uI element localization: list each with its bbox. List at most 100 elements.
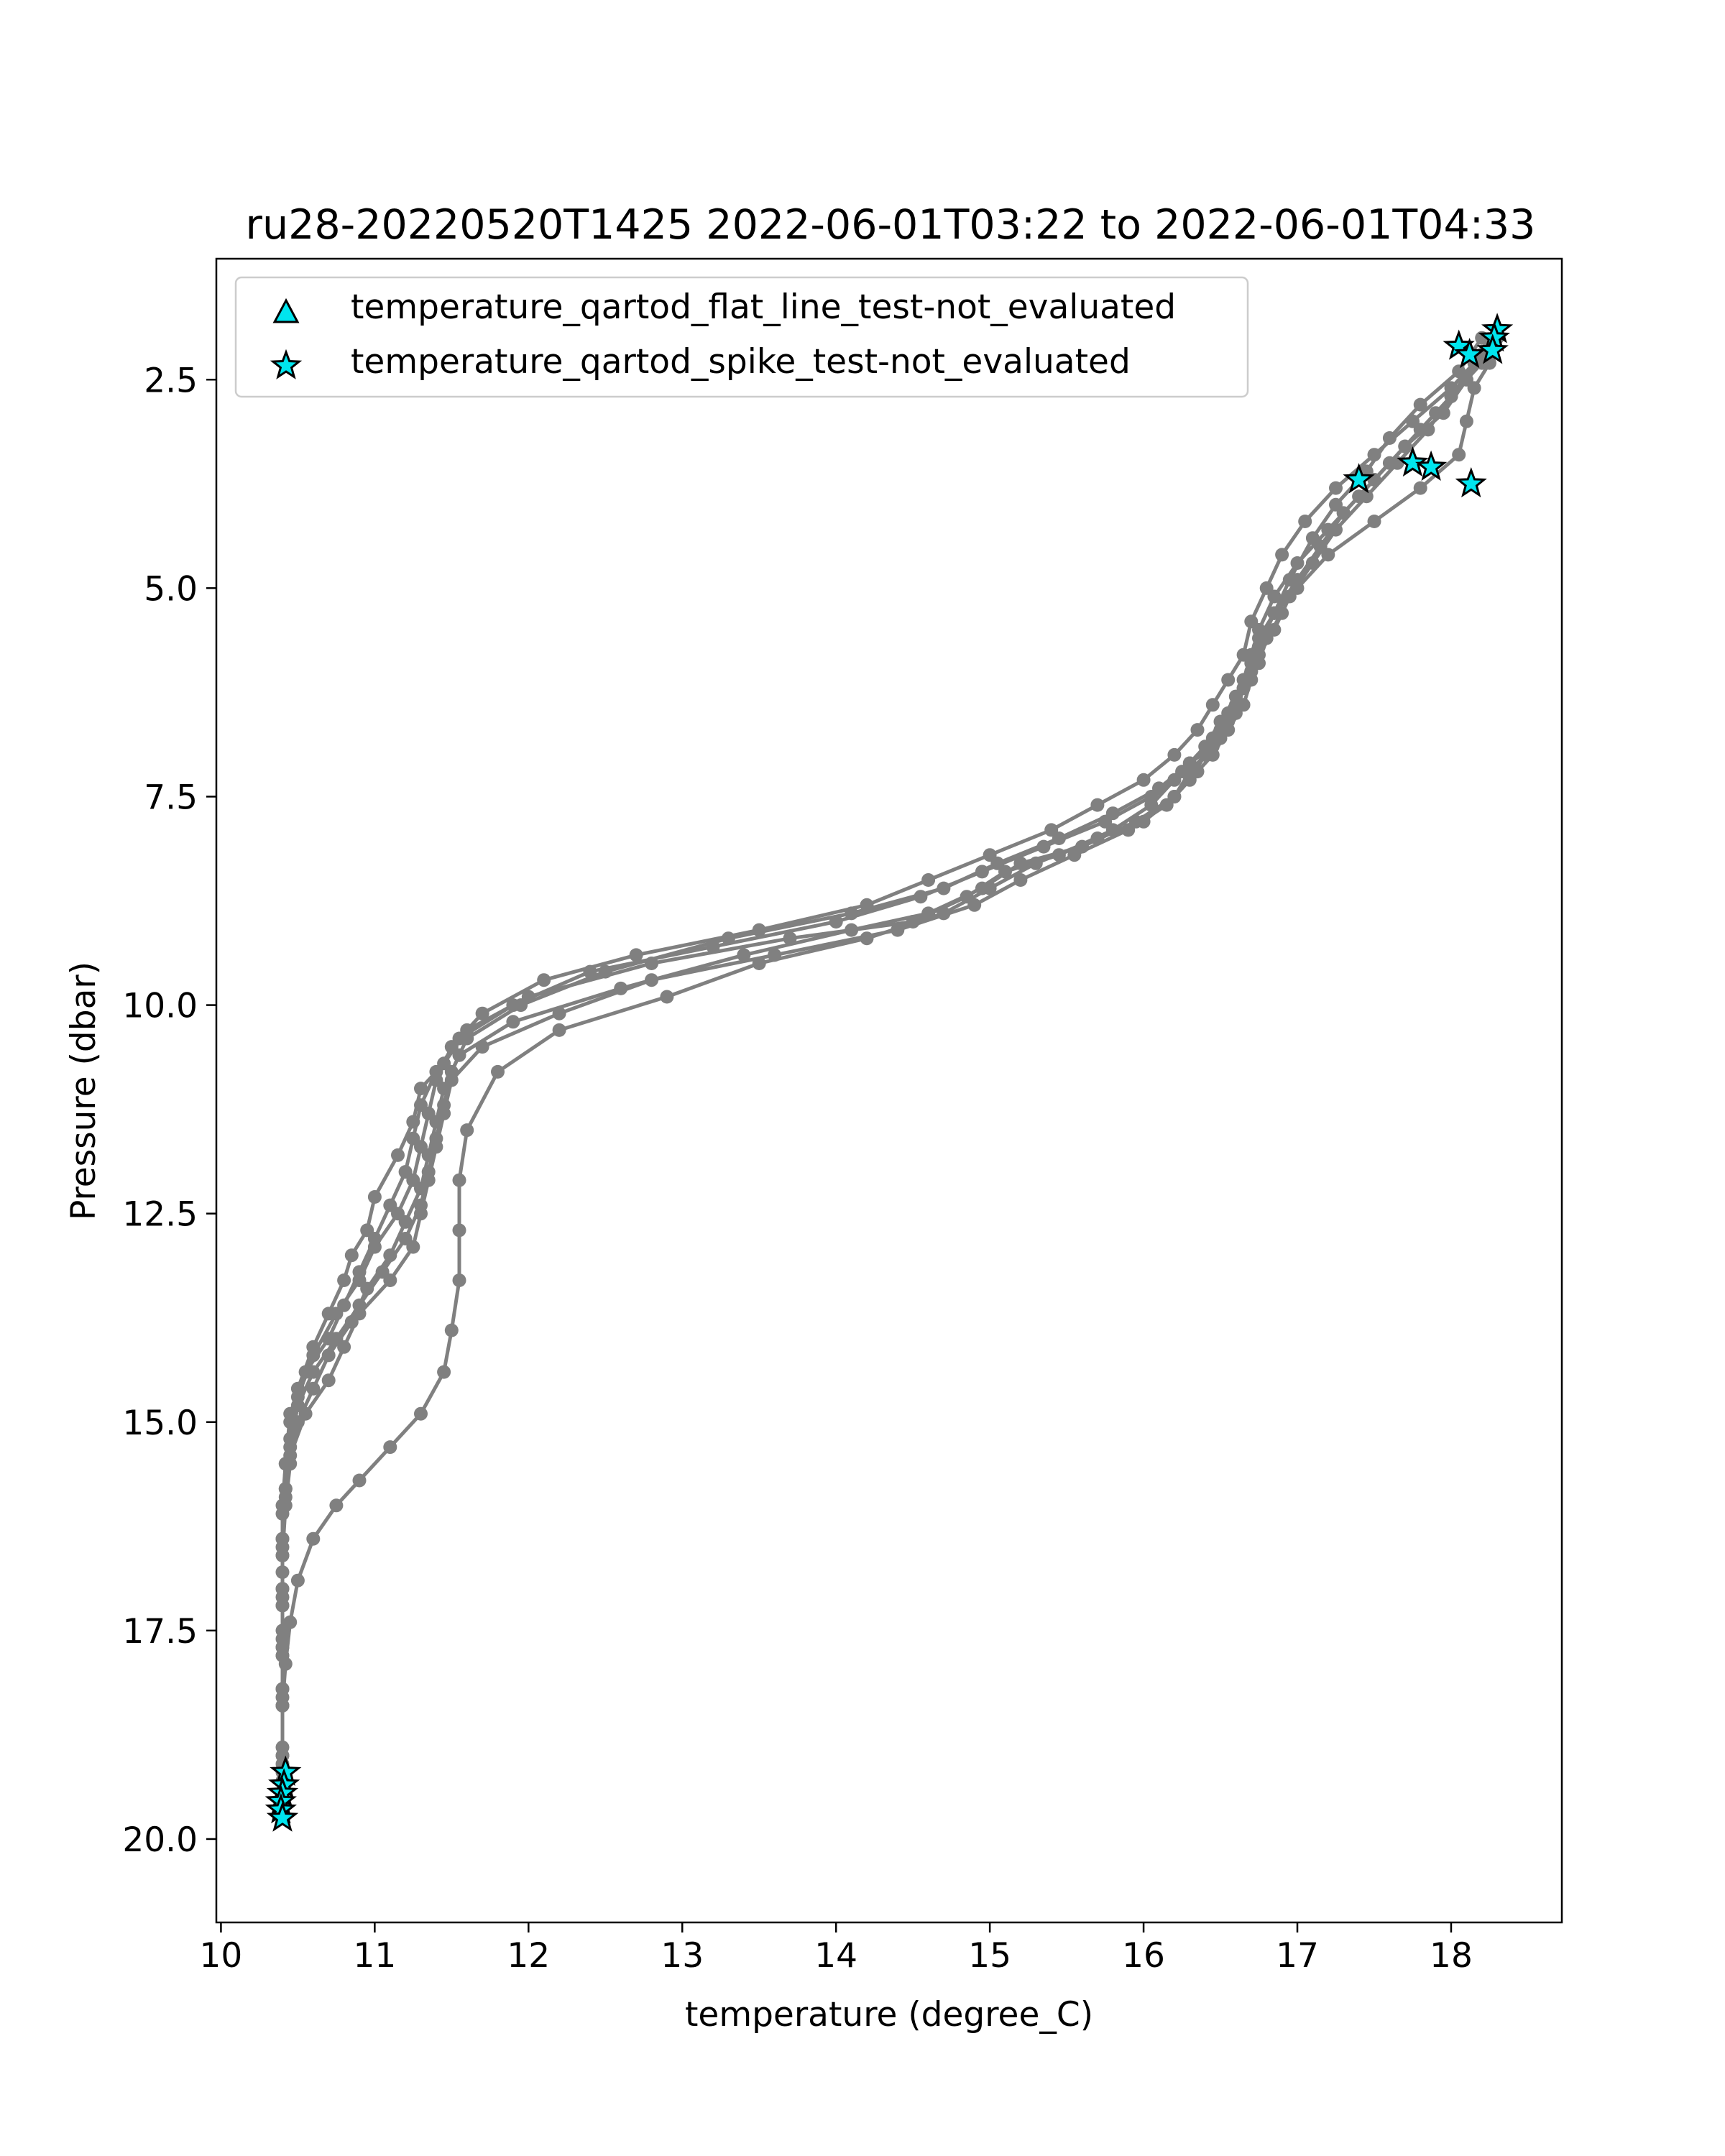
flagged-star-point [1415, 450, 1448, 481]
profile-point [367, 1190, 382, 1204]
marker-layer [264, 313, 1514, 1832]
y-tick-label: 12.5 [122, 1195, 198, 1235]
profile-point [1067, 848, 1082, 862]
profile-point [1429, 406, 1443, 420]
profile-point [414, 1082, 428, 1096]
profile-point [1052, 831, 1066, 845]
profile-point [352, 1273, 367, 1287]
profile-point [1090, 798, 1105, 812]
profile-point [391, 1207, 405, 1221]
profile-point [645, 973, 658, 987]
profile-point [967, 898, 982, 912]
profile-point [275, 1640, 290, 1654]
profile-point [275, 1582, 290, 1596]
profile-point [660, 990, 674, 1004]
profile-point [1105, 806, 1120, 821]
profile-point [306, 1531, 321, 1546]
profile-point [437, 1365, 451, 1379]
profile-point [1452, 448, 1466, 462]
profile-point [283, 1440, 298, 1455]
y-tick-label: 17.5 [122, 1612, 198, 1651]
y-tick-label: 2.5 [144, 361, 198, 400]
profile-point [306, 1348, 321, 1363]
profile-point [1329, 481, 1343, 495]
profile-point [329, 1307, 344, 1321]
profile-point [1205, 698, 1220, 712]
profile-point [1259, 581, 1274, 595]
profile-point [845, 923, 859, 937]
profile-point [275, 1698, 290, 1713]
profile-point [1013, 856, 1028, 870]
x-tick-label: 10 [200, 1936, 243, 1976]
profile-point [1182, 756, 1197, 770]
profile-point [444, 1323, 459, 1337]
x-tick-label: 16 [1122, 1936, 1165, 1976]
profile-point [367, 1240, 382, 1254]
flagged-star-point [1397, 446, 1429, 477]
x-tick-label: 11 [353, 1936, 396, 1976]
profile-point [1382, 431, 1397, 445]
profile-point [1459, 414, 1473, 428]
profile-point [414, 1140, 428, 1154]
profile-point [452, 1173, 466, 1187]
y-tick-label: 5.0 [144, 569, 198, 609]
profile-point [414, 1406, 428, 1421]
profile-point [845, 906, 859, 921]
profile-point [1267, 622, 1282, 637]
profile-point [514, 998, 528, 1013]
profile-point [452, 1273, 466, 1287]
profile-point [437, 1098, 451, 1112]
profile-point [891, 923, 905, 937]
profile-point [491, 1064, 505, 1079]
legend-label-flat-line: temperature_qartod_flat_line_test-not_ev… [351, 287, 1176, 327]
profile-point [983, 881, 997, 895]
profile-point [337, 1273, 351, 1287]
profile-point [1121, 823, 1136, 837]
flagged-star-point [1455, 467, 1487, 498]
profile-point [1167, 747, 1182, 762]
profile-point [552, 1023, 566, 1037]
profile-point [383, 1440, 397, 1455]
profile-point [306, 1381, 321, 1396]
profile-point [1467, 381, 1481, 395]
profile-point [629, 948, 643, 962]
profile-point [321, 1373, 336, 1388]
y-tick-label: 15.0 [122, 1404, 198, 1443]
chart-title: ru28-20220520T1425 2022-06-01T03:22 to 2… [246, 201, 1536, 249]
profile-point [1205, 731, 1220, 745]
profile-point [990, 856, 1005, 870]
profile-point [721, 931, 735, 946]
profile-point [1413, 481, 1427, 495]
profile-point [460, 1123, 474, 1138]
legend-label-spike: temperature_qartod_spike_test-not_evalua… [351, 342, 1131, 382]
profile-point [429, 1131, 443, 1146]
profile-point [329, 1498, 344, 1513]
profile-point [1221, 706, 1236, 720]
profile-point [1029, 856, 1043, 870]
x-tick-label: 13 [661, 1936, 704, 1976]
profile-point [506, 1015, 520, 1029]
x-tick-label: 14 [814, 1936, 857, 1976]
plot-area [215, 257, 1563, 1924]
profile-point [1221, 673, 1236, 687]
profile-point [1298, 515, 1312, 528]
y-axis-ticks: 2.5 5.0 7.5 10.0 12.5 15.0 17.5 20.0 [122, 361, 216, 1860]
profile-point [1290, 556, 1305, 570]
profile-point [537, 973, 551, 987]
profile-point [306, 1365, 321, 1379]
profile-point [391, 1148, 405, 1162]
profile-point [1398, 439, 1412, 453]
profile-point [1367, 448, 1381, 462]
profile-point [444, 1040, 459, 1054]
profile-point [1244, 614, 1259, 629]
profile-point [737, 948, 751, 962]
y-tick-label: 10.0 [122, 987, 198, 1026]
profile-point [1136, 773, 1151, 787]
profile-point [1413, 397, 1427, 412]
profile-point [329, 1332, 344, 1346]
profile-point [275, 1531, 290, 1546]
profile-point [421, 1106, 436, 1120]
profile-point [1275, 548, 1289, 562]
profile-point [1444, 381, 1458, 395]
